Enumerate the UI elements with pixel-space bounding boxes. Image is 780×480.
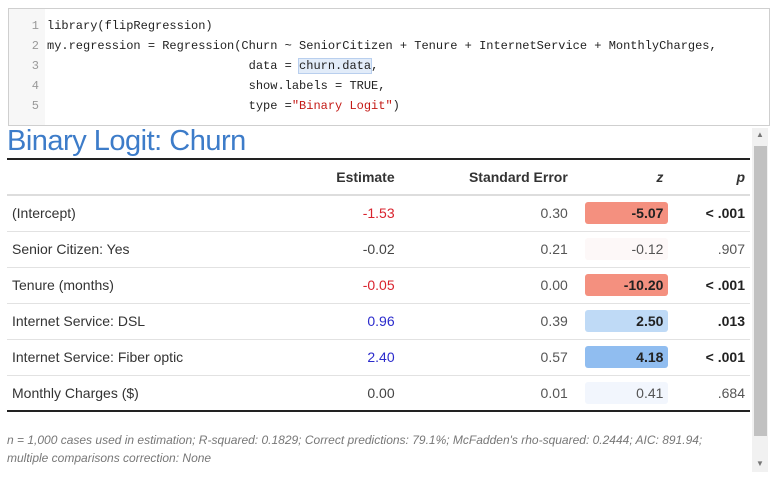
- table-row: Senior Citizen: Yes -0.02 0.21 -0.12 .90…: [7, 231, 750, 268]
- selected-text: churn.data: [298, 58, 373, 74]
- standard-error-cell: 0.00: [399, 267, 573, 304]
- table-row: Tenure (months) -0.05 0.00 -10.20 < .001: [7, 267, 750, 304]
- z-cell: 0.41: [573, 375, 669, 411]
- table-header-row: Estimate Standard Error z p: [7, 159, 750, 196]
- z-cell: 2.50: [572, 303, 669, 340]
- column-header: Estimate: [298, 159, 400, 196]
- line-number: 5: [31, 99, 39, 113]
- coefficients-table: Estimate Standard Error z p (Intercept) -1.…: [7, 158, 750, 412]
- code-line: 5 type ="Binary Logit"): [9, 96, 769, 116]
- line-number: 1: [31, 19, 39, 33]
- estimate-cell: -1.53: [298, 195, 400, 232]
- row-label: Internet Service: DSL: [7, 303, 299, 340]
- z-cell: -10.20: [572, 267, 669, 304]
- line-number: 4: [31, 79, 39, 93]
- code-text: library(flipRegression): [47, 19, 213, 33]
- p-value-cell: .684: [717, 384, 745, 401]
- z-cell: 4.18: [572, 339, 669, 376]
- row-label: Monthly Charges ($): [12, 384, 139, 401]
- row-label: (Intercept): [7, 195, 299, 232]
- code-string: "Binary Logit": [291, 99, 393, 113]
- code-line: 2 my.regression = Regression(Churn ~ Seni…: [9, 36, 769, 56]
- code-text: data =: [47, 59, 300, 73]
- z-cell: -5.07: [572, 195, 669, 232]
- z-value: 0.41: [585, 381, 669, 404]
- table-row: Internet Service: Fiber optic 2.40 0.57 …: [7, 339, 750, 376]
- column-header: p: [668, 159, 750, 196]
- output-title: Binary Logit: Churn: [7, 125, 246, 157]
- p-value-cell: < .001: [668, 267, 750, 304]
- standard-error-cell: 0.21: [399, 231, 573, 268]
- p-value-cell: < .001: [668, 339, 750, 376]
- estimate-cell: 0.00: [367, 384, 395, 401]
- code-line: 1 library(flipRegression): [9, 16, 769, 36]
- p-value-cell: .013: [668, 303, 750, 340]
- z-value: 4.18: [585, 346, 669, 368]
- table-row: Internet Service: DSL 0.96 0.39 2.50 .01…: [7, 303, 750, 340]
- code-text: type =: [47, 99, 292, 113]
- code-text: show.labels = TRUE,: [47, 79, 386, 93]
- estimate-cell: 0.96: [298, 303, 400, 340]
- z-cell: -0.12: [572, 231, 669, 268]
- standard-error-cell: 0.30: [399, 195, 573, 232]
- code-line: 4 show.labels = TRUE,: [9, 76, 769, 96]
- z-value: 2.50: [585, 310, 669, 332]
- estimate-cell: -0.05: [298, 267, 400, 304]
- row-label: Internet Service: Fiber optic: [7, 339, 299, 376]
- column-header: [7, 159, 299, 196]
- standard-error-cell: 0.57: [399, 339, 573, 376]
- scroll-up-arrow-icon[interactable]: ▲: [756, 130, 764, 139]
- standard-error-cell: 0.01: [540, 384, 568, 401]
- scroll-down-arrow-icon[interactable]: ▼: [756, 459, 764, 468]
- code-editor[interactable]: 1 library(flipRegression) 2 my.regression =…: [8, 8, 770, 126]
- estimate-cell: -0.02: [298, 231, 400, 268]
- table-row: Monthly Charges ($) 0.00 0.01 0.41 .684: [7, 375, 750, 411]
- z-value: -0.12: [585, 238, 669, 260]
- scrollbar-thumb[interactable]: [754, 146, 767, 436]
- standard-error-cell: 0.39: [399, 303, 573, 340]
- code-line: 3 data = churn.data,: [9, 56, 769, 76]
- p-value-cell: < .001: [668, 195, 750, 232]
- column-header: Standard Error: [399, 159, 573, 196]
- z-value: -10.20: [585, 274, 669, 296]
- code-text: ): [392, 99, 400, 113]
- table-row: (Intercept) -1.53 0.30 -5.07 < .001: [7, 195, 750, 232]
- column-header: z: [572, 159, 669, 196]
- code-text: my.regression = Regression(Churn ~ Senio…: [47, 39, 717, 53]
- estimate-cell: 2.40: [298, 339, 400, 376]
- row-label: Senior Citizen: Yes: [7, 231, 299, 268]
- line-number-gutter: [9, 9, 45, 125]
- z-value: -5.07: [585, 202, 669, 225]
- p-value-cell: .907: [668, 231, 750, 268]
- row-label: Tenure (months): [7, 267, 299, 304]
- code-text: ,: [371, 59, 379, 73]
- line-number: 3: [31, 59, 39, 73]
- footnote: n = 1,000 cases used in estimation; R-sq…: [7, 433, 703, 465]
- vertical-scrollbar[interactable]: ▲ ▼: [752, 128, 768, 472]
- line-number: 2: [31, 39, 39, 53]
